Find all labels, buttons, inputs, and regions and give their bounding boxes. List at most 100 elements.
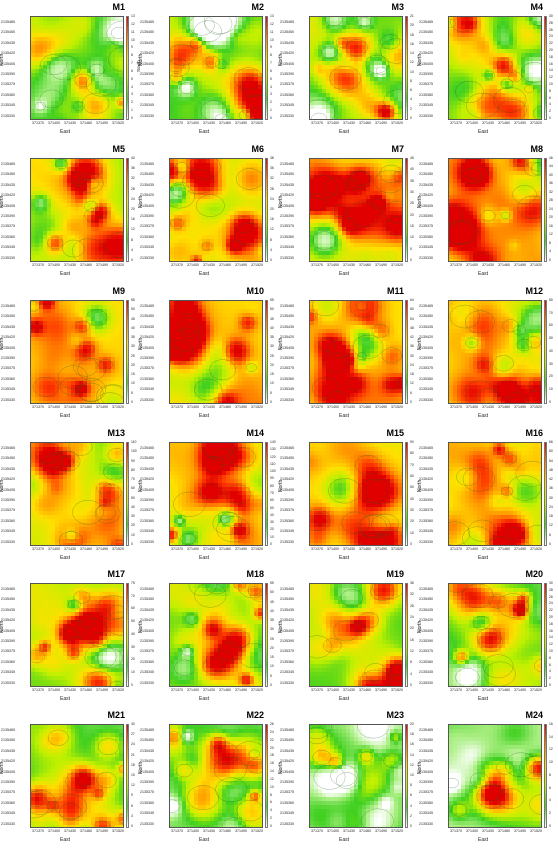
heatmap-cell	[242, 223, 247, 228]
heatmap-cell	[350, 69, 355, 74]
y-tick-label: 2135435	[280, 182, 294, 187]
heatmap-cell	[525, 89, 530, 94]
heatmap-cell	[342, 69, 347, 74]
heatmap-cell	[310, 73, 315, 78]
heatmap-cell	[35, 85, 40, 90]
x-axis-label: East	[60, 271, 71, 277]
heatmap-cell	[390, 175, 395, 180]
x-axis-label: East	[478, 129, 489, 135]
heatmap-cell	[473, 183, 478, 188]
heatmap-cell	[382, 211, 387, 216]
heatmap-cell	[87, 49, 92, 54]
heatmap-cell	[63, 33, 68, 38]
heatmap-cell	[537, 159, 541, 164]
heatmap-cell	[190, 183, 195, 188]
heatmap-cell	[222, 17, 227, 22]
heatmap-cell	[246, 235, 251, 240]
heatmap-cell	[394, 109, 399, 114]
heatmap-cell	[326, 199, 331, 204]
heatmap-cell	[358, 219, 363, 224]
heatmap-cell	[326, 117, 331, 119]
heatmap-cell	[509, 89, 514, 94]
heatmap-cell	[230, 41, 235, 46]
heatmap-cell	[449, 37, 454, 42]
heatmap-cell	[71, 37, 76, 42]
heatmap-cell	[194, 235, 199, 240]
heatmap-cell	[469, 179, 474, 184]
heatmap-cell	[63, 89, 68, 94]
heatmap-cell	[170, 17, 175, 22]
heatmap-cell	[71, 85, 76, 90]
heatmap-cell	[71, 211, 76, 216]
heatmap-panel: M6 2135465 2135450 2135435 2135420 2135405 213…	[138, 142, 278, 283]
heatmap-cell	[346, 211, 351, 216]
heatmap-cell	[453, 37, 458, 42]
heatmap-cell	[178, 97, 183, 102]
heatmap-cell	[234, 109, 239, 114]
heatmap-cell	[521, 17, 526, 22]
heatmap-cell	[473, 85, 478, 90]
heatmap-cell	[529, 195, 534, 200]
heatmap-cell	[194, 101, 199, 106]
heatmap-cell	[254, 57, 259, 62]
heatmap-cell	[174, 97, 179, 102]
heatmap-cell	[87, 105, 92, 110]
heatmap-cell	[461, 105, 466, 110]
heatmap-cell	[214, 211, 219, 216]
heatmap-plot-area	[448, 16, 542, 120]
heatmap-cell	[366, 85, 371, 90]
heatmap-cell	[95, 49, 100, 54]
heatmap-cell	[374, 159, 379, 164]
heatmap-cell	[505, 69, 510, 74]
heatmap-cell	[338, 187, 343, 192]
heatmap-cell	[91, 57, 96, 62]
heatmap-cell	[218, 37, 223, 42]
panel-title: M7	[391, 144, 404, 154]
heatmap-cell	[322, 85, 327, 90]
heatmap-cell	[398, 77, 402, 82]
heatmap-cell	[123, 21, 124, 25]
heatmap-cell	[55, 243, 60, 248]
heatmap-cell	[111, 251, 116, 256]
heatmap-cell	[87, 45, 92, 50]
heatmap-cell	[465, 61, 470, 66]
heatmap-cell	[334, 61, 339, 66]
heatmap-cell	[214, 105, 219, 110]
heatmap-cell	[497, 179, 502, 184]
colorbar-tick-label: 10	[131, 37, 135, 42]
heatmap-cell	[182, 85, 187, 90]
heatmap-cell	[67, 239, 72, 244]
heatmap-cell	[382, 191, 387, 196]
heatmap-cell	[75, 235, 80, 240]
contour-line	[321, 46, 338, 59]
y-tick-label: 2135420	[280, 193, 294, 198]
heatmap-cell	[358, 203, 363, 208]
contour-line	[200, 100, 227, 119]
heatmap-cell	[505, 191, 510, 196]
heatmap-cell	[310, 77, 315, 82]
heatmap-cell	[342, 255, 347, 260]
heatmap-cell	[262, 223, 263, 227]
heatmap-cell	[107, 29, 112, 34]
heatmap-cell	[354, 211, 359, 216]
y-tick-label: 2135420	[140, 51, 154, 56]
heatmap-cell	[63, 187, 68, 192]
heatmap-cell	[262, 117, 263, 120]
heatmap-cell	[501, 89, 506, 94]
heatmap-cell	[83, 255, 88, 260]
heatmap-cell	[55, 219, 60, 224]
heatmap-cell	[513, 163, 518, 168]
heatmap-cell	[310, 203, 315, 208]
heatmap-cell	[477, 65, 482, 70]
heatmap-cell	[170, 167, 175, 172]
heatmap-cell	[378, 179, 383, 184]
heatmap-cell	[402, 25, 403, 29]
heatmap-cell	[103, 45, 108, 50]
heatmap-cell	[497, 29, 502, 34]
heatmap-cell	[75, 113, 80, 118]
heatmap-cell	[218, 17, 223, 22]
heatmap-cell	[449, 45, 454, 50]
heatmap-cell	[481, 61, 486, 66]
heatmap-cell	[334, 97, 339, 102]
heatmap-cell	[314, 53, 319, 58]
